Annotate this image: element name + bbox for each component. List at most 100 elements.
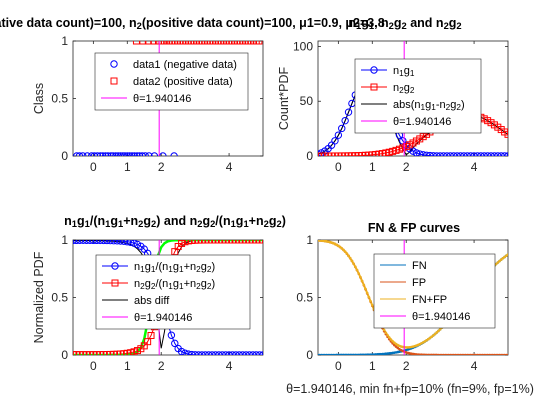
data-point-negative — [83, 152, 91, 156]
x-tick-label: 2 — [158, 359, 165, 373]
x-tick-label: 2 — [403, 359, 410, 373]
marker-fn-plus-fp — [350, 259, 354, 263]
bottom-summary-text: θ=1.940146, min fn+fp=10% (fn=9%, fp=1%) — [286, 382, 534, 396]
marker-fn-plus-fp — [382, 328, 386, 332]
legend-label: FN+FP — [412, 294, 447, 306]
marker-norm-n1g1 — [177, 347, 186, 355]
marker-n1g1 — [487, 152, 495, 156]
marker-fn-plus-fp — [355, 268, 359, 272]
y-tick-label: 50 — [300, 94, 314, 108]
y-tick-label: 0 — [306, 149, 313, 163]
data-point-negative — [116, 152, 125, 156]
data-point-positive — [132, 41, 140, 45]
marker-fn-plus-fp — [435, 331, 439, 334]
marker-fn-plus-fp — [340, 247, 344, 250]
chart-title: n1(negative data count)=100, n2(positive… — [0, 16, 385, 31]
data-point-positive — [139, 41, 147, 45]
legend-marker — [110, 60, 118, 68]
data-point-negative — [130, 152, 139, 156]
x-tick-label: 1 — [124, 359, 131, 373]
marker-n1g1 — [480, 152, 488, 156]
marker-n2g2 — [504, 130, 508, 138]
marker-norm-n1g1 — [171, 339, 179, 348]
y-axis-label: Normalized PDF — [32, 251, 46, 343]
marker-n1g1 — [412, 149, 421, 156]
marker-norm-n1g1 — [167, 331, 176, 339]
curve-green — [73, 240, 263, 355]
marker-n1g1 — [341, 116, 349, 125]
marker-n1g1 — [477, 152, 485, 156]
marker-n1g1 — [497, 152, 505, 156]
marker-n1g1 — [504, 152, 508, 156]
marker-fn-plus-fp — [369, 299, 372, 303]
y-tick-label: 0 — [306, 348, 313, 362]
marker-fn-plus-fp — [342, 248, 345, 252]
data-point-negative — [123, 152, 131, 156]
data-point-negative — [141, 152, 149, 156]
marker-fn-plus-fp — [438, 328, 442, 331]
data-point-negative — [114, 152, 122, 156]
legend-label: θ=1.940146 — [412, 311, 470, 323]
data-point-negative — [99, 152, 107, 156]
data-point-negative — [125, 152, 134, 156]
data-point-negative — [121, 152, 129, 156]
x-tick-label: 4 — [226, 359, 233, 373]
legend-marker — [111, 262, 119, 270]
marker-n1g1 — [500, 152, 508, 156]
x-tick-label: 4 — [471, 160, 478, 174]
marker-n1g1 — [344, 108, 353, 116]
y-tick-label: 0 — [61, 149, 68, 163]
data-point-negative — [159, 152, 167, 156]
panel-norm: 0 1 2 4 0 0.5 1 Normalized PDF n1g1/(n1g1+n2g2) … — [32, 214, 286, 373]
marker-norm-n1g1 — [123, 240, 131, 246]
legend-label: abs(n1g1-n2g2) — [393, 99, 465, 112]
data-point-negative — [93, 152, 102, 156]
x-tick-label: 4 — [226, 160, 233, 174]
legend-label: data1 (negative data) — [133, 59, 237, 71]
marker-fn-plus-fp — [386, 334, 389, 337]
legend-label: n1g1/(n1g1+n2g2) — [134, 261, 215, 274]
data-point-negative — [109, 152, 117, 156]
data-point-negative — [101, 152, 110, 156]
marker-fn-plus-fp — [365, 291, 369, 295]
legend-label: n2g2 — [393, 82, 415, 95]
data-point-negative — [150, 152, 159, 156]
marker-fn-plus-fp — [343, 250, 347, 253]
legend-label: θ=1.940146 — [134, 312, 192, 324]
x-tick-label: 2 — [158, 160, 165, 174]
marker-n1g1 — [338, 124, 346, 133]
marker-fn-plus-fp — [362, 283, 366, 287]
marker-fn-plus-fp — [359, 275, 362, 279]
legend-label: abs diff — [134, 295, 170, 307]
marker-fn-plus-fp — [496, 261, 500, 264]
chart-title: n1g1, n2g2 and n2g2 — [348, 16, 461, 31]
marker-n1g1 — [490, 152, 499, 156]
x-tick-label: 1 — [369, 359, 376, 373]
x-tick-label: 0 — [335, 160, 342, 174]
y-tick-label: 0 — [61, 348, 68, 362]
data-point-negative — [90, 152, 99, 156]
y-tick-label: 1 — [306, 233, 313, 247]
marker-fn-plus-fp — [364, 287, 367, 291]
chart-title: n1g1/(n1g1+n2g2) and n2g2/(n1g1+n2g2) — [64, 214, 286, 229]
data-point-negative — [119, 152, 127, 156]
x-tick-label: 1 — [369, 160, 376, 174]
marker-n1g1 — [483, 152, 492, 156]
legend-label: FN — [412, 260, 427, 272]
marker-fn-plus-fp — [352, 262, 355, 265]
marker-norm-n2g2 — [181, 240, 189, 246]
y-tick-label: 1 — [61, 233, 68, 247]
marker-n1g1 — [494, 152, 502, 156]
marker-fp — [506, 353, 508, 355]
marker-norm-n2g2 — [73, 351, 77, 355]
marker-fn-plus-fp — [354, 265, 357, 269]
y-axis-label: Class — [32, 83, 46, 114]
panel-fnfp: 0 1 2 4 0 0.5 1 FN & FP curves FN FP FN+FP θ=1.9401… — [296, 221, 509, 373]
x-tick-label: 0 — [90, 359, 97, 373]
marker-fn-plus-fp — [494, 262, 498, 266]
marker-n2g2 — [318, 152, 322, 156]
data-point-negative — [145, 152, 153, 156]
marker-fn-plus-fp — [506, 253, 508, 256]
